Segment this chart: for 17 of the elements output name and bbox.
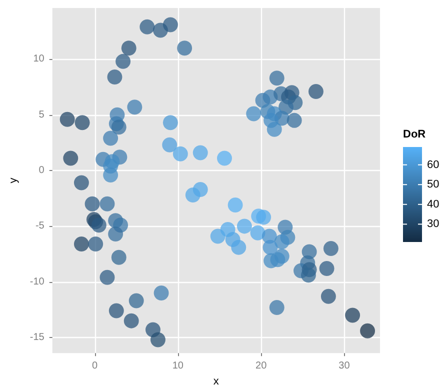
x-tick-label: 10 [172, 360, 184, 372]
color-bar-label: 50 [427, 178, 440, 191]
y-axis-title: y [8, 177, 20, 184]
color-bar-label: 30 [427, 218, 440, 230]
x-axis-title: x [213, 376, 220, 388]
color-bar-title: DoR [403, 128, 426, 140]
color-bar-label: 60 [427, 158, 440, 171]
y-tick-label: 10 [33, 54, 45, 65]
x-tick-label: 30 [338, 360, 350, 372]
x-tick-label: 0 [92, 360, 98, 372]
color-bar-label: 40 [427, 198, 440, 210]
y-tick-label: 5 [38, 109, 45, 120]
y-tick-label: 0 [38, 165, 45, 176]
y-tick-label: -15 [30, 332, 45, 344]
x-tick-label: 20 [256, 360, 268, 372]
y-tick-label: -10 [30, 276, 45, 288]
y-tick-label: -5 [35, 220, 45, 232]
